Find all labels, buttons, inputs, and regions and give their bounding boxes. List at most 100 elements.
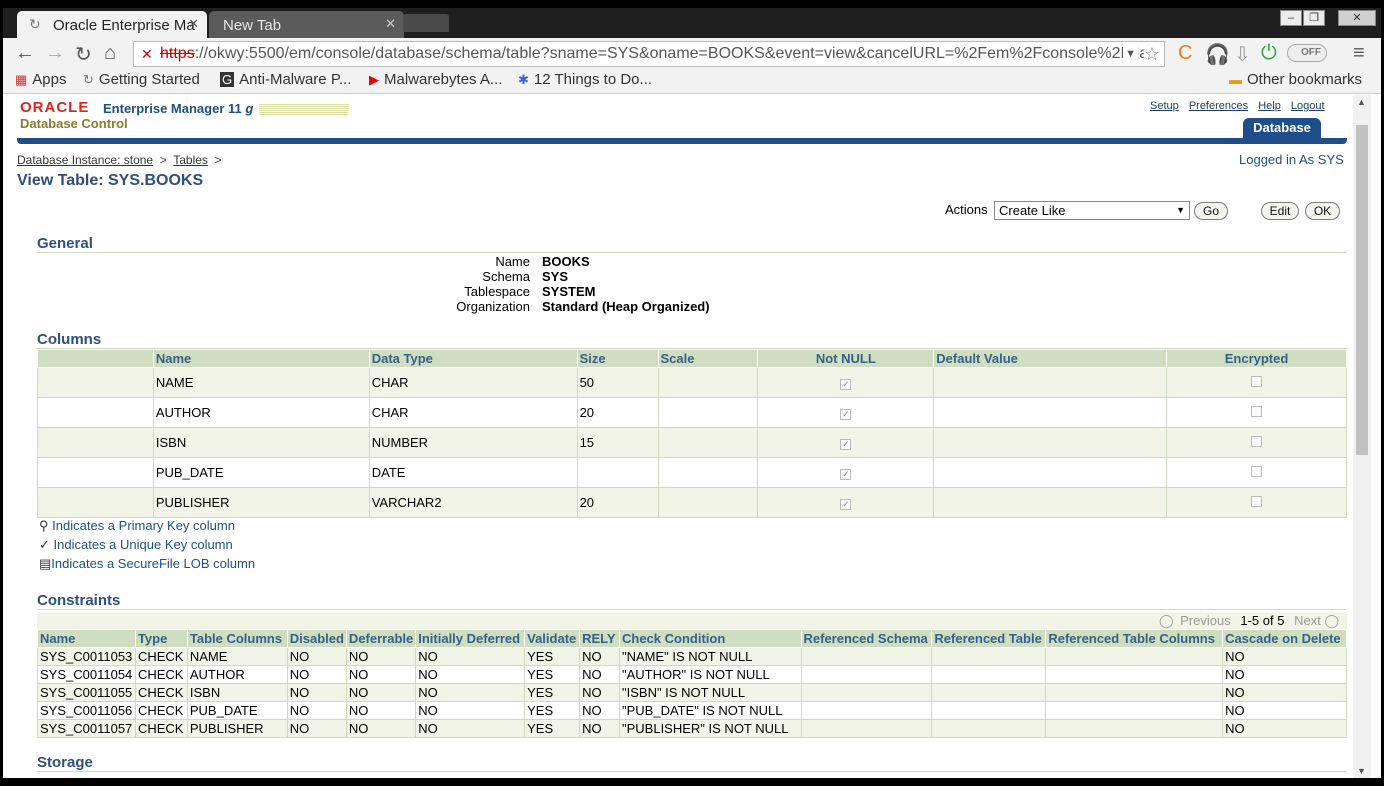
breadcrumb-tables[interactable]: Tables	[173, 153, 208, 167]
maximize-button[interactable]: ❐	[1303, 10, 1325, 26]
pager-range: 1-5 of 5	[1240, 613, 1285, 628]
menu-icon[interactable]: ≡	[1353, 42, 1365, 64]
next-link[interactable]: Next	[1294, 613, 1321, 628]
encrypted-checkbox	[1251, 376, 1263, 387]
cell-type: CHAR	[368, 397, 578, 428]
table-cell	[1045, 683, 1224, 702]
table-cell: YES	[524, 683, 581, 702]
ok-button[interactable]: OK	[1305, 202, 1340, 220]
scrollbar-thumb[interactable]	[1356, 125, 1368, 455]
cell-size	[576, 457, 659, 488]
cell-scale	[657, 367, 759, 398]
bookmark-12-things[interactable]: ✱ 12 Things to Do...	[518, 71, 653, 88]
reload-icon[interactable]: ↻	[75, 44, 92, 66]
field-row: Schema SYS	[482, 269, 569, 284]
dropdown-arrow-icon[interactable]: ▼	[1123, 42, 1138, 66]
edit-button[interactable]: Edit	[1261, 202, 1299, 220]
header-bar	[17, 138, 1347, 144]
table-cell: YES	[524, 701, 581, 720]
encrypted-checkbox	[1251, 406, 1263, 417]
tab-oracle[interactable]: ↻ Oracle Enterprise Ma ✕	[17, 11, 207, 38]
legend-item: ⚲ Indicates a Primary Key column	[39, 518, 235, 533]
cell-size: 20	[576, 397, 659, 428]
table-cell	[800, 665, 933, 684]
new-tab-button[interactable]	[403, 14, 449, 32]
previous-icon: ◯	[1158, 613, 1174, 628]
field-row: Name BOOKS	[495, 254, 590, 269]
toggle-switch[interactable]: OFF	[1287, 44, 1327, 62]
home-icon[interactable]: ⌂	[104, 42, 117, 64]
extension-c-icon[interactable]: C	[1178, 42, 1193, 64]
cell-name: PUB_DATE	[152, 457, 370, 488]
go-button[interactable]: Go	[1194, 202, 1228, 220]
table-cell	[800, 719, 933, 738]
table-header: Name Data Type Size Scale Not NULL Defau…	[37, 349, 1347, 368]
table-header: Name Type Table Columns Disabled Deferrable I…	[37, 629, 1347, 648]
bookmark-anti-malware[interactable]: G Anti-Malware P...	[220, 71, 352, 88]
address-bar[interactable]: ✕ https://okwy:5500/em/console/database/…	[133, 41, 1165, 67]
table-cell: NO	[286, 719, 347, 738]
not-null-checkbox: ✓	[840, 379, 852, 390]
headphones-icon[interactable]: 🎧	[1205, 44, 1230, 66]
cell-type: VARCHAR2	[368, 487, 578, 518]
table-cell: NO	[1222, 701, 1347, 720]
cell-scale	[657, 457, 759, 488]
power-icon[interactable]: ⏻	[1261, 42, 1277, 64]
checkmark-icon: ✓	[39, 537, 50, 552]
table-row: PUBLISHER VARCHAR2 20 ✓	[37, 487, 1347, 518]
close-tab-icon[interactable]: ✕	[188, 16, 199, 31]
cell-type: DATE	[368, 457, 578, 488]
preferences-link[interactable]: Preferences	[1188, 100, 1249, 112]
legend-item: ✓ Indicates a Unique Key column	[39, 537, 233, 552]
table-cell: NO	[345, 701, 417, 720]
cell-name: ISBN	[152, 427, 370, 458]
breadcrumb-database-instance[interactable]: Database Instance: stone	[17, 153, 154, 167]
download-icon[interactable]: ⇩	[1234, 44, 1251, 66]
section-columns: Columns	[37, 331, 1346, 349]
bookmark-getting-started[interactable]: ↻ Getting Started	[83, 71, 200, 88]
bookmark-apps[interactable]: ▦ Apps	[15, 71, 67, 88]
scroll-up-icon[interactable]: ▲	[1357, 97, 1366, 107]
table-cell: SYS_C0011056	[37, 701, 136, 720]
close-tab-icon[interactable]: ✕	[385, 16, 396, 31]
vertical-scrollbar[interactable]: ▲ ▼	[1353, 95, 1371, 778]
oracle-logo: ORACLE	[20, 99, 90, 116]
column-header: RELY	[579, 629, 620, 648]
logout-link[interactable]: Logout	[1290, 100, 1325, 112]
table-row: SYS_C0011056 CHECK PUB_DATE NO NO NO YES NO "PUB…	[37, 701, 1347, 720]
constraints-table: Name Type Table Columns Disabled Deferrable I…	[37, 629, 1347, 738]
tab-strip: ↻ Oracle Enterprise Ma ✕ New Tab ✕ – ❐ ✕	[3, 8, 1381, 38]
table-cell: "ISBN" IS NOT NULL	[619, 683, 802, 702]
section-storage: Storage	[37, 754, 1346, 772]
loading-icon: ↻	[29, 16, 41, 32]
tab-label: New Tab	[223, 17, 282, 34]
star-icon[interactable]: ☆	[1143, 42, 1160, 66]
previous-link[interactable]: Previous	[1180, 613, 1231, 628]
tab-database[interactable]: Database	[1243, 118, 1321, 138]
table-cell	[931, 683, 1047, 702]
table-cell	[1045, 719, 1224, 738]
other-bookmarks[interactable]: ▬ Other bookmarks	[1229, 71, 1363, 88]
header-stripes	[259, 103, 349, 115]
table-row: SYS_C0011054 CHECK AUTHOR NO NO NO YES NO "AUTHO…	[37, 665, 1347, 684]
apps-grid-icon: ▦	[15, 72, 28, 87]
back-icon[interactable]: ←	[15, 42, 35, 64]
tab-new[interactable]: New Tab ✕	[209, 11, 404, 38]
insecure-lock-icon: ✕	[141, 46, 153, 62]
actions-select[interactable]: Create Like ▼	[994, 201, 1190, 220]
scroll-down-icon[interactable]: ▼	[1357, 766, 1366, 776]
table-cell: "NAME" IS NOT NULL	[619, 647, 802, 666]
setup-link[interactable]: Setup	[1150, 100, 1179, 112]
not-null-checkbox: ✓	[840, 499, 852, 510]
table-cell: YES	[524, 665, 581, 684]
close-window-button[interactable]: ✕	[1338, 10, 1376, 26]
table-cell	[931, 665, 1047, 684]
constraints-body: SYS_C0011053 CHECK NAME NO NO NO YES NO "NAME" I…	[37, 647, 1347, 738]
help-link[interactable]: Help	[1258, 100, 1281, 112]
cell-size: 50	[576, 367, 659, 398]
forward-icon[interactable]: →	[45, 42, 65, 64]
table-cell: NAME	[186, 647, 288, 666]
table-cell: NO	[345, 719, 417, 738]
bookmark-malwarebytes[interactable]: ▶ Malwarebytes A...	[369, 71, 503, 88]
minimize-button[interactable]: –	[1280, 10, 1302, 26]
